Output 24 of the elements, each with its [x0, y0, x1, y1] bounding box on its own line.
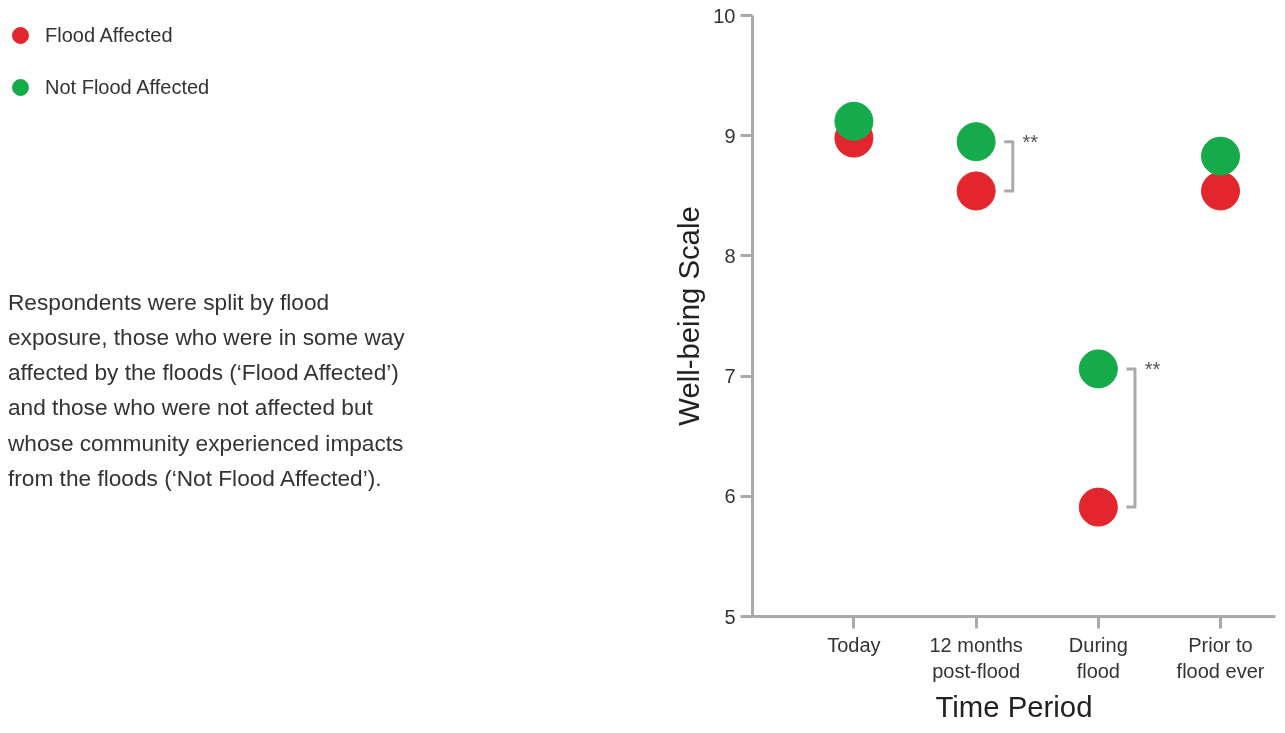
y-tick-label: 8	[724, 244, 736, 267]
point	[1078, 487, 1118, 527]
y-axis-title: Well-being Scale	[672, 206, 706, 426]
y-tick-label: 9	[724, 124, 736, 147]
annotation: **	[1022, 130, 1039, 153]
point	[956, 122, 996, 162]
y-tick-label: 6	[724, 485, 736, 508]
x-tick-label: Prior to flood ever	[1176, 633, 1265, 682]
point	[1078, 349, 1118, 389]
y-tick-label: 7	[724, 365, 736, 388]
x-tick-label: 12 months post-flood	[929, 633, 1023, 682]
point	[1201, 136, 1241, 176]
point	[956, 171, 996, 211]
point	[834, 101, 874, 141]
x-axis-title: Time Period	[935, 689, 1093, 723]
x-tick-label: Today	[827, 633, 881, 656]
annotation: **	[1144, 357, 1161, 380]
legend-label: Not Flood Affected	[45, 75, 210, 99]
text: Respondents were split by flood exposure, those who were in some way affected by the floods (‘Flood Affected’) and those who were not affected but whose community experienced impacts from the floods (‘Not Flood Affected’).	[8, 288, 406, 493]
y-tick-label: 5	[724, 605, 736, 628]
point	[1201, 171, 1241, 211]
legend-label: Flood Affected	[45, 23, 173, 47]
x-tick-label: During flood	[1068, 633, 1128, 682]
y-tick-label: 10	[713, 4, 736, 27]
